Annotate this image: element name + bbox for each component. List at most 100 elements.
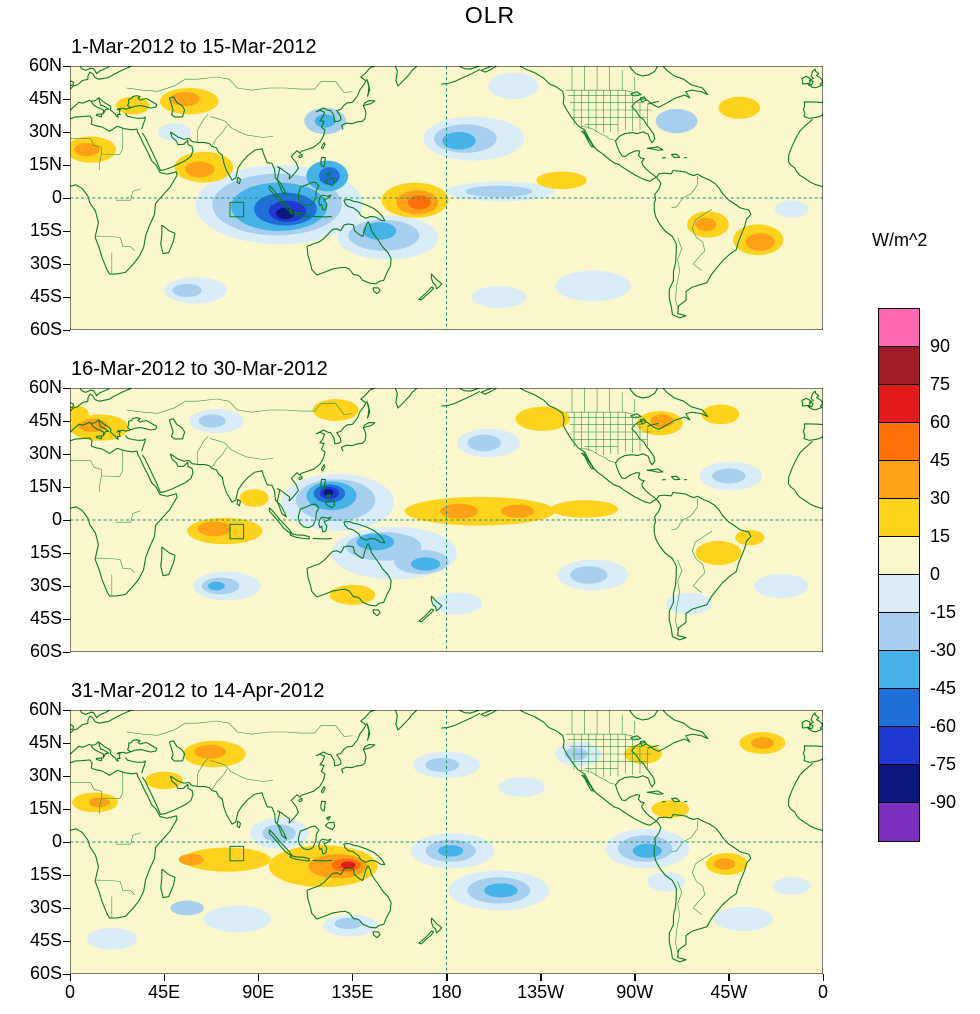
anomaly-blob	[465, 185, 533, 198]
lat-tick-mark	[63, 775, 70, 777]
anomaly-blob	[172, 283, 202, 297]
coastline	[70, 116, 177, 274]
coastline	[70, 742, 99, 755]
lat-tick-mark	[63, 585, 70, 587]
anomaly-blob	[203, 905, 271, 933]
coastline	[640, 741, 646, 746]
lat-tick-mark	[63, 329, 70, 331]
lat-tick-label: 0	[51, 831, 62, 851]
colorbar-tick-label: -90	[930, 792, 957, 812]
country-border	[70, 451, 122, 477]
coastline	[80, 66, 109, 74]
coastline	[91, 742, 109, 758]
lat-tick-mark	[63, 519, 70, 521]
map-panel-1	[70, 66, 823, 330]
country-border	[671, 498, 697, 530]
coastline	[671, 154, 679, 158]
lon-tick-label: 90W	[616, 982, 654, 1002]
colorbar-tick-label: -75	[930, 754, 957, 774]
lat-tick-mark	[63, 230, 70, 232]
coastline	[319, 195, 331, 210]
coastline	[307, 222, 391, 284]
anomaly-blob	[569, 566, 608, 584]
anomaly-blob	[438, 845, 464, 857]
lon-tick-mark	[446, 974, 448, 981]
anomaly-blob	[88, 797, 110, 808]
lat-tick-mark	[63, 651, 70, 653]
coastline	[395, 66, 417, 86]
coastline	[582, 453, 594, 469]
coastline	[631, 736, 641, 740]
country-border	[676, 238, 682, 313]
anomaly-blob	[488, 72, 539, 99]
anomaly-blob	[774, 200, 809, 218]
coastline	[290, 855, 309, 861]
coastline	[269, 508, 291, 533]
anomaly-blob	[515, 406, 570, 431]
lon-tick-label: 135W	[517, 982, 565, 1002]
coastline	[520, 66, 657, 181]
coastline	[808, 391, 823, 410]
anomaly-blob	[471, 286, 526, 308]
coastline	[344, 522, 385, 543]
lon-tick-label: 45W	[710, 982, 748, 1002]
anomaly-blob	[712, 468, 746, 484]
lat-tick-label: 60N	[28, 55, 62, 75]
lat-tick-mark	[63, 387, 70, 389]
lon-tick-label: 45E	[148, 982, 181, 1002]
colorbar-band	[879, 385, 919, 423]
lat-tick-label: 60N	[28, 699, 62, 719]
coastline	[341, 423, 374, 452]
country-border	[566, 734, 639, 740]
anomaly-blob	[334, 917, 362, 930]
lat-tick-label: 15S	[29, 542, 62, 562]
lat-tick-label: 0	[51, 509, 62, 529]
coastline	[326, 495, 330, 498]
coastline	[808, 713, 823, 732]
lat-tick-mark	[63, 552, 70, 554]
lat-tick-mark	[63, 486, 70, 488]
coastline	[325, 500, 334, 507]
coastline	[299, 154, 303, 157]
coastline	[671, 476, 679, 480]
country-border	[99, 476, 101, 492]
country-border	[210, 761, 273, 782]
lon-tick-mark	[351, 974, 354, 981]
anomaly-blob	[695, 540, 742, 566]
coastline	[459, 710, 480, 713]
coastline	[631, 414, 641, 418]
lat-tick-mark	[63, 841, 70, 843]
lat-tick-label: 15S	[29, 220, 62, 240]
coastline	[616, 66, 708, 156]
anomaly-blob	[498, 777, 545, 797]
country-border	[578, 127, 615, 141]
coastline	[419, 931, 434, 944]
coastline	[367, 723, 370, 740]
lat-tick-mark	[63, 973, 70, 975]
lat-tick-label: 30N	[28, 121, 62, 141]
coastline	[99, 96, 157, 118]
lat-tick-mark	[63, 907, 70, 909]
colorbar-tick-label: -30	[930, 640, 957, 660]
country-border	[116, 833, 141, 844]
anomaly-blob	[440, 503, 478, 519]
country-border	[210, 439, 273, 460]
coastline	[647, 101, 659, 104]
lat-tick-mark	[63, 98, 70, 100]
coastline	[647, 423, 659, 426]
lat-tick-mark	[63, 131, 70, 133]
coastline	[299, 798, 303, 801]
country-border	[671, 176, 697, 208]
anomaly-blob	[198, 414, 226, 428]
coastline	[520, 388, 657, 503]
coastline	[802, 720, 810, 728]
coastline	[269, 830, 291, 855]
colorbar-tick-label: 30	[930, 488, 951, 508]
coastline	[298, 504, 318, 528]
coastline	[299, 476, 303, 479]
lat-tick-label: 30N	[28, 443, 62, 463]
coastline	[71, 403, 74, 408]
coastline	[802, 398, 810, 406]
coastline	[170, 66, 375, 195]
coastline	[395, 710, 417, 730]
